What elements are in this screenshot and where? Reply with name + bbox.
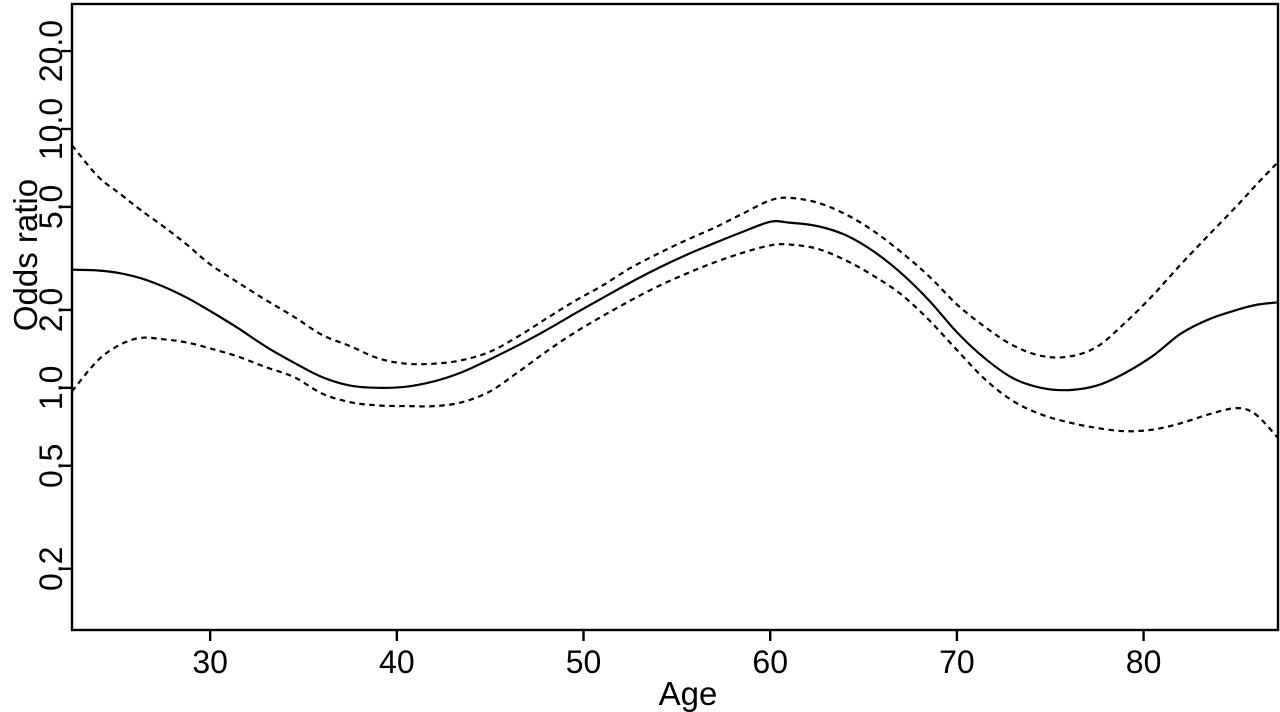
y-axis-tick-label: 0.2 xyxy=(33,547,69,591)
x-axis-tick-label: 70 xyxy=(939,644,975,680)
y-axis-title: Odds ratio xyxy=(7,179,44,331)
x-axis-tick-label: 80 xyxy=(1126,644,1162,680)
ci-upper-curve xyxy=(72,144,1278,366)
x-axis-title: Age xyxy=(659,675,718,712)
plot-border xyxy=(70,2,1280,632)
ci-lower-curve xyxy=(72,243,1278,439)
odds-ratio-estimate-curve xyxy=(72,220,1278,392)
y-axis-tick-label: 5.0 xyxy=(33,185,69,229)
y-axis-tick-label: 0.5 xyxy=(33,444,69,488)
x-axis-tick-label: 30 xyxy=(192,644,228,680)
y-axis-tick-label: 2.0 xyxy=(33,288,69,332)
x-axis-tick-label: 60 xyxy=(752,644,788,680)
x-axis-tick-label: 50 xyxy=(566,644,602,680)
y-axis-tick-label: 20.0 xyxy=(33,20,69,82)
x-axis: 30 40 50 60 70 80 xyxy=(192,630,1161,680)
x-axis-tick-label: 40 xyxy=(379,644,415,680)
y-axis-tick-label: 10.0 xyxy=(33,98,69,160)
y-axis: 0.2 0.5 1.0 2.0 5.0 10.0 20.0 xyxy=(33,20,72,591)
curves xyxy=(72,144,1278,439)
plot-generated-content: 30 40 50 60 70 80 0.2 0.5 1.0 2.0 5.0 10.0 20.0 xyxy=(33,2,1280,680)
y-axis-tick-label: 1.0 xyxy=(33,366,69,410)
